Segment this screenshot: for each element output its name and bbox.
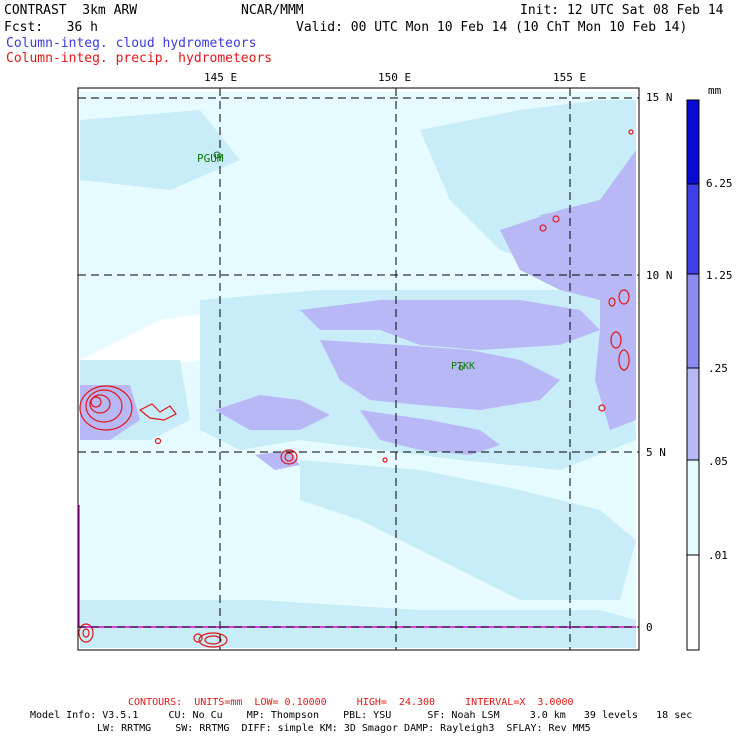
- colorbar-label-25: .25: [708, 362, 728, 375]
- colorbar-label-01: .01: [708, 549, 728, 562]
- lat-label-15n: 15 N: [646, 91, 673, 104]
- colorbar-level-625: [686, 183, 700, 275]
- cloud-shading-medium: [80, 150, 636, 470]
- colorbar-level-125: [686, 273, 700, 369]
- precip-contours: [78, 129, 634, 648]
- lon-label-145: 145 E: [204, 71, 238, 84]
- forecast-hour: Fcst: 36 h: [4, 20, 98, 35]
- colorbar-level-01: [686, 554, 700, 651]
- model-info-line1: Model Info: V3.5.1 CU: No Cu MP: Thompso…: [30, 710, 693, 721]
- colorbar-level-05: [686, 459, 700, 556]
- lat-label-0: 0: [646, 621, 653, 634]
- lat-lon-grid: [78, 88, 639, 650]
- init-time: Init: 12 UTC Sat 08 Feb 14: [520, 3, 724, 18]
- contour-info: CONTOURS: UNITS=mm LOW= 0.10000 HIGH= 24…: [128, 697, 574, 708]
- field-title-cloud: Column-integ. cloud hydrometeors: [6, 36, 257, 51]
- model-info-line2: LW: RRTMG SW: RRTMG DIFF: simple KM: 3D …: [97, 723, 591, 734]
- valid-time: Valid: 00 UTC Mon 10 Feb 14 (10 ChT Mon …: [296, 20, 688, 35]
- colorbar-label-125: 1.25: [706, 269, 733, 282]
- station-marker-pgum: [213, 151, 221, 159]
- lat-label-5n: 5 N: [646, 446, 666, 459]
- lon-label-155: 155 E: [553, 71, 587, 84]
- colorbar-level-25: [686, 367, 700, 461]
- colorbar-label-05: .05: [708, 455, 728, 468]
- lat-label-10n: 10 N: [646, 269, 673, 282]
- colorbar: [686, 99, 700, 651]
- org-title: NCAR/MMM: [241, 3, 304, 18]
- colorbar-label-625: 6.25: [706, 177, 733, 190]
- model-title: CONTRAST 3km ARW: [4, 3, 138, 18]
- colorbar-unit: mm: [708, 84, 722, 97]
- plot-frame: [77, 87, 640, 651]
- station-marker-ptkk: [458, 365, 464, 371]
- lon-label-150: 150 E: [378, 71, 412, 84]
- colorbar-level-top: [686, 99, 700, 185]
- field-title-precip: Column-integ. precip. hydrometeors: [6, 51, 273, 66]
- station-label-pgum: PGUM: [197, 152, 224, 165]
- station-label-ptkk: PTKK: [451, 361, 476, 372]
